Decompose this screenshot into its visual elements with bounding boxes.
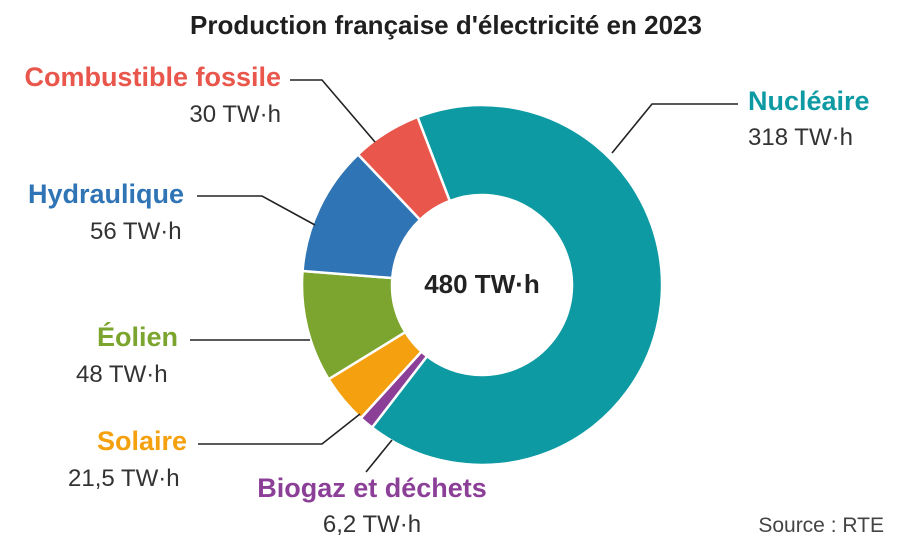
chart-title: Production française d'électricité en 20… (190, 10, 702, 40)
value-solaire: 21,5 TW·h (68, 465, 180, 492)
leader-line-hydraulique (197, 195, 316, 226)
center-total-label: 480 TW·h (424, 269, 540, 299)
label-solaire: Solaire (97, 426, 187, 456)
slice-labels: Nucléaire 318 TW·h Biogaz et déchets 6,2 TW… (24, 62, 869, 538)
leader-line-nucleaire (611, 103, 738, 154)
value-biogaz-et-dechets: 6,2 TW·h (323, 511, 421, 538)
value-nucleaire: 318 TW·h (748, 124, 853, 151)
donut-slices (300, 103, 664, 467)
leader-lines (190, 79, 738, 473)
label-biogaz-et-dechets: Biogaz et déchets (257, 473, 487, 503)
leader-line-solaire (198, 413, 361, 445)
label-hydraulique: Hydraulique (28, 179, 184, 209)
value-combustible-fossile: 30 TW·h (189, 101, 281, 128)
leader-line-biogaz-et-dechets (365, 439, 393, 473)
label-nucleaire: Nucléaire (748, 86, 870, 116)
slice-nucleaire (370, 103, 664, 467)
value-eolien: 48 TW·h (76, 361, 168, 388)
source-label: Source : RTE (758, 514, 884, 537)
value-hydraulique: 56 TW·h (90, 218, 182, 245)
leader-line-combustible-fossile (290, 79, 376, 143)
label-eolien: Éolien (97, 321, 178, 352)
label-combustible-fossile: Combustible fossile (24, 62, 281, 92)
